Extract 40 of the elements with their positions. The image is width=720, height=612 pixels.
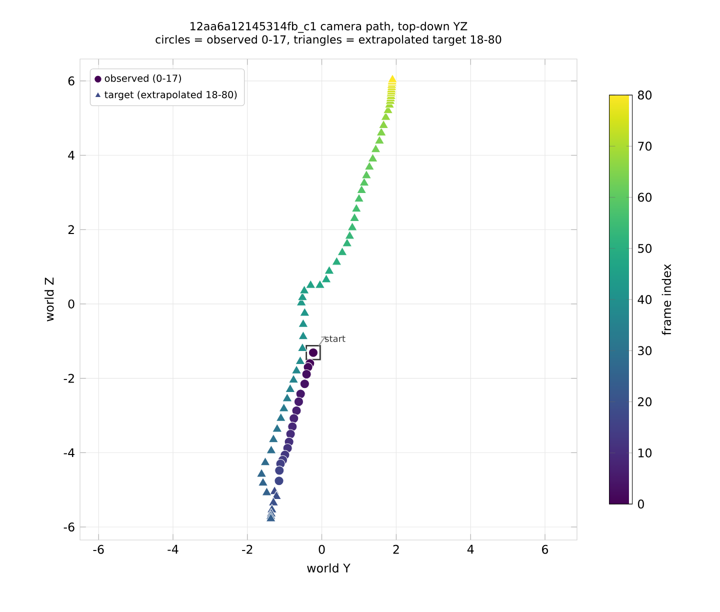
color-bar-label: 30	[638, 346, 652, 356]
y-tick-label: 0	[68, 299, 74, 308]
x-tick-label: 2	[393, 544, 399, 554]
color-bar-label: 50	[638, 244, 652, 253]
x-axis-title: world Y	[307, 563, 350, 573]
chart-subtitle: circles = observed 0-17, triangles = extrapolated target 18-80	[156, 35, 502, 46]
x-tick-label: 0	[318, 544, 325, 554]
color-bar-title: frame index	[662, 264, 672, 336]
color-bar-label: 20	[638, 397, 652, 406]
legend-label: observed (0-17)	[104, 74, 182, 84]
x-tick-label: -4	[168, 544, 178, 554]
point	[289, 414, 299, 424]
color-bar-label: 0	[638, 500, 644, 509]
color-bar-label: 80	[638, 90, 652, 100]
y-tick-label: -6	[64, 522, 74, 532]
chart-title: 12aa6a12145314fb_c1 camera path, top-down YZ	[190, 22, 468, 33]
annotation: start	[325, 336, 346, 342]
x-tick-label: 4	[467, 544, 474, 554]
point	[292, 406, 302, 416]
color-bar-label: 40	[638, 295, 652, 304]
point	[286, 429, 296, 439]
point	[294, 396, 304, 407]
color-bar-label: 60	[638, 192, 652, 202]
point	[300, 379, 310, 389]
point	[302, 369, 312, 380]
point	[274, 466, 284, 476]
y-tick-label: -4	[64, 448, 74, 457]
x-tick-label: 6	[542, 544, 548, 554]
y-tick-label: 4	[68, 150, 74, 160]
point	[274, 476, 284, 486]
y-axis-title: world Z	[44, 278, 54, 322]
color-bar-label: 10	[638, 448, 652, 458]
color-bar-label: 70	[638, 142, 652, 151]
legend-label: target (extrapolated 18-80)	[104, 90, 237, 100]
y-tick-label: 2	[68, 225, 74, 234]
point	[296, 389, 306, 399]
y-tick-label: 6	[68, 76, 74, 86]
y-tick-label: -2	[64, 374, 74, 383]
x-tick-label: -2	[242, 544, 252, 554]
x-tick-label: -6	[93, 544, 104, 554]
